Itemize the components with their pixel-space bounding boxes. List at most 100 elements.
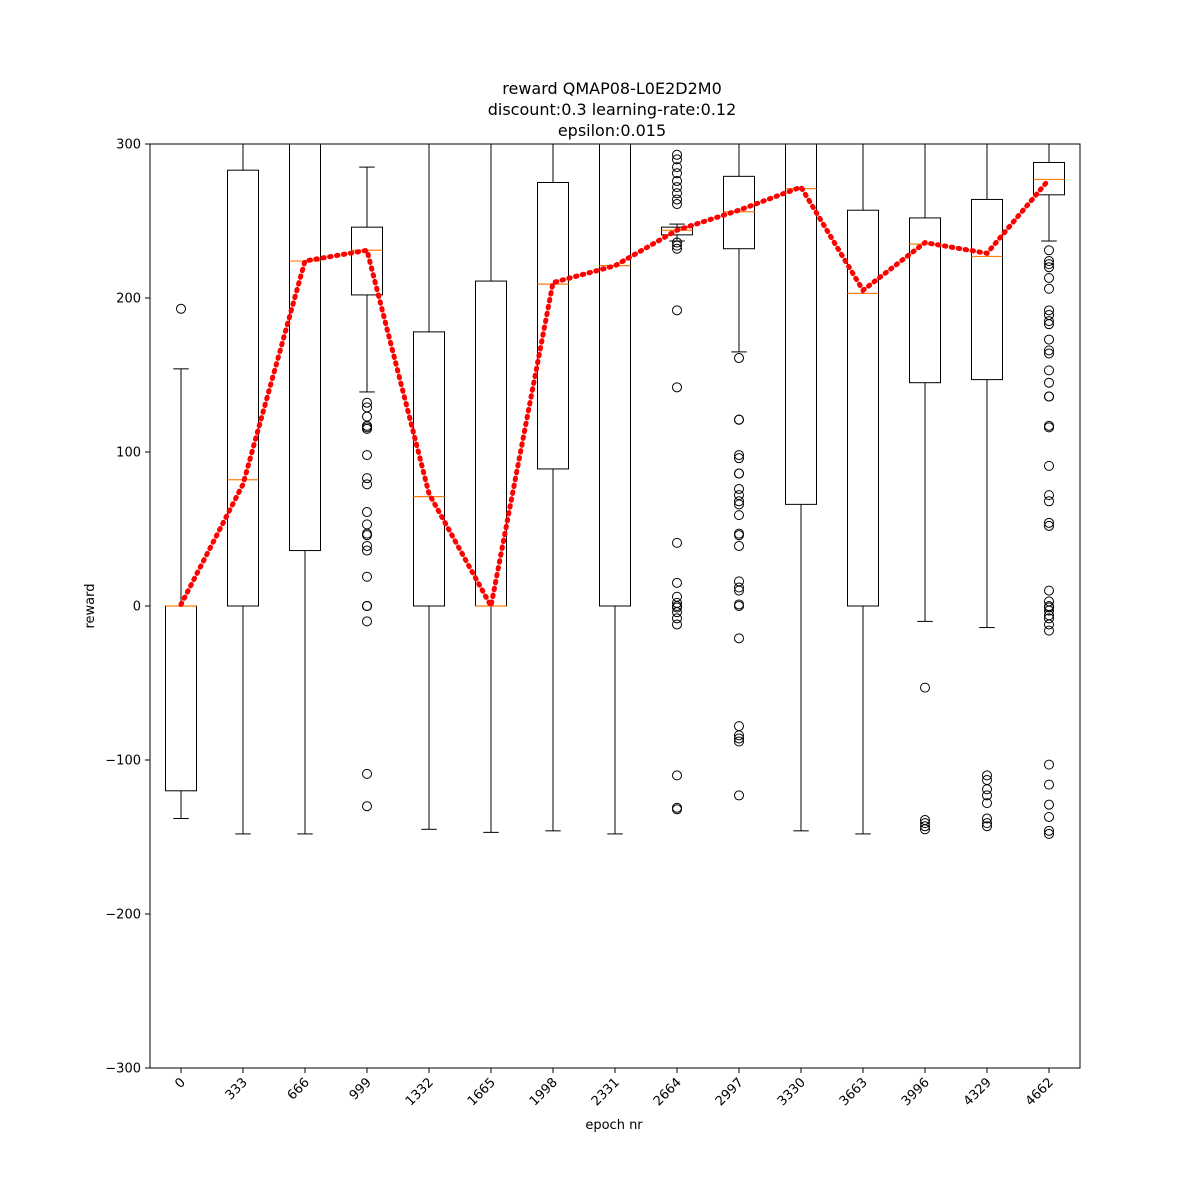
outlier-point [1044,605,1054,616]
outlier-point [362,528,372,539]
outlier-point [672,770,682,781]
outlier-point [1044,520,1054,531]
outlier-point [734,790,744,801]
outlier-point [734,453,744,464]
outlier-point [1044,259,1054,270]
outlier-point [362,768,372,779]
box-3663 [847,144,879,835]
outlier-point [672,382,682,393]
outlier-point [1044,391,1054,402]
outlier-point [920,821,930,832]
outlier-point [672,305,682,316]
outlier-point [920,824,930,835]
outlier-point [982,818,992,829]
outlier-point [672,613,682,624]
outlier-point [734,530,744,541]
box-body [351,226,383,296]
outlier-point [982,770,992,781]
outlier-point [1044,256,1054,267]
outlier-point [176,303,186,314]
y-axis: 300 200 100 0 −100 −200 −300 [105,138,150,1077]
outlier-point [1044,422,1054,433]
outlier-point [1044,613,1054,624]
outlier-point [362,479,372,490]
outlier-point [1044,759,1054,770]
outlier-point [362,422,372,433]
outlier-point [672,194,682,205]
outlier-point [672,149,682,160]
outlier-point [362,601,372,611]
outlier-point [362,450,372,461]
outlier-point [1044,262,1054,273]
title-line-3: epsilon:0.015 [558,121,666,140]
box-body [847,209,879,607]
outlier-point [920,818,930,829]
outlier-point [982,784,992,795]
outlier-point [1044,825,1054,836]
y-tick-label: 200 [116,292,141,307]
outlier-point [1044,460,1054,471]
outlier-point [672,619,682,630]
outlier-point [734,633,744,644]
outlier-point [1044,365,1054,376]
box-body [909,217,941,384]
y-axis-label: reward [83,583,98,628]
outlier-point [1044,319,1054,330]
outlier-point [1044,619,1054,630]
outlier-point [734,499,744,510]
box-body [723,175,755,250]
outlier-point [982,821,992,832]
outlier-point [734,353,744,364]
outlier-point [1044,517,1054,528]
outlier-point [672,237,682,248]
box-1665 [475,144,507,833]
outlier-point [672,537,682,548]
outlier-point [362,397,372,408]
outlier-point [672,199,682,210]
box-body [413,331,445,607]
outlier-point [734,414,744,425]
y-tick-label: −200 [105,908,141,923]
box-body [661,226,693,236]
outlier-point [362,507,372,518]
box-1332 [413,144,445,830]
outlier-point [982,798,992,809]
outlier-point [672,154,682,165]
outlier-point [1044,283,1054,294]
outlier-point [734,582,744,593]
outlier-point [672,577,682,588]
outlier-point [1044,625,1054,636]
outlier-point [734,733,744,744]
outlier-point [672,162,682,173]
outlier-point [672,240,682,251]
outlier-point [1044,799,1054,810]
plot-frame [149,143,1081,1069]
outlier-point [734,601,744,611]
outlier-point [920,682,930,693]
outlier-point [672,804,682,815]
outlier-point [1044,377,1054,388]
x-axis-label: epoch nr [585,1118,643,1133]
y-tick-label: −100 [105,754,141,769]
y-tick-label: −300 [105,1062,141,1077]
outlier-point [362,545,372,556]
outlier-point [672,175,682,186]
outlier-point [1044,345,1054,356]
mean-trend-line [178,176,1052,614]
outlier-point [1044,779,1054,790]
plot-content [165,143,1065,839]
outlier-point [362,616,372,627]
outlier-point [362,571,372,582]
outlier-point [672,602,682,613]
outlier-point [1044,348,1054,359]
y-tick-label: 0 [133,600,141,615]
outlier-point [1044,305,1054,316]
outlier-point [734,730,744,741]
title-line-1: reward QMAP08-L0E2D2M0 [502,79,722,98]
outlier-point [672,168,682,179]
box-body [537,182,569,470]
box-body [227,169,259,607]
box-body [971,198,1003,381]
outlier-point [1044,245,1054,256]
